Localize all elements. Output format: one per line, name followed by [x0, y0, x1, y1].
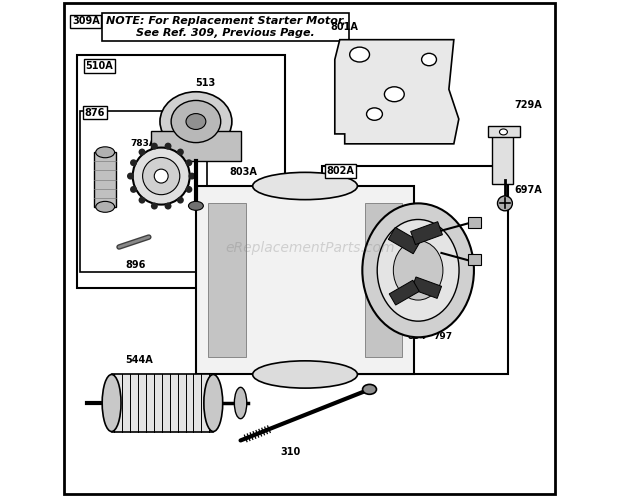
Ellipse shape — [500, 129, 507, 135]
Bar — [467, 217, 481, 228]
Bar — [412, 277, 441, 299]
Ellipse shape — [130, 186, 137, 193]
Ellipse shape — [185, 186, 192, 193]
Ellipse shape — [171, 100, 221, 143]
Bar — [388, 227, 420, 254]
Ellipse shape — [154, 169, 168, 183]
Ellipse shape — [363, 384, 376, 394]
Ellipse shape — [350, 47, 370, 62]
Ellipse shape — [185, 159, 192, 166]
Ellipse shape — [497, 196, 512, 211]
Text: 311A: 311A — [403, 308, 429, 316]
Ellipse shape — [362, 203, 474, 337]
Ellipse shape — [160, 92, 232, 151]
Text: 802A: 802A — [327, 166, 355, 176]
Text: 783A: 783A — [130, 139, 156, 148]
Ellipse shape — [151, 143, 158, 150]
Text: 801A: 801A — [331, 22, 359, 32]
Text: 803A: 803A — [229, 167, 257, 177]
Text: NOTE: For Replacement Starter Motor,
See Ref. 309, Previous Page.: NOTE: For Replacement Starter Motor, See… — [105, 16, 346, 38]
Text: 310: 310 — [280, 447, 300, 457]
Polygon shape — [335, 40, 459, 144]
Ellipse shape — [377, 219, 459, 321]
Text: eReplacementParts.com: eReplacementParts.com — [225, 241, 395, 255]
Bar — [77, 55, 285, 288]
Text: 729A: 729A — [515, 100, 542, 110]
Text: 309A: 309A — [72, 16, 100, 26]
Ellipse shape — [164, 143, 172, 150]
Ellipse shape — [186, 114, 206, 129]
Text: 896: 896 — [125, 260, 146, 270]
Text: 513: 513 — [196, 78, 216, 88]
Ellipse shape — [177, 196, 184, 203]
Ellipse shape — [384, 87, 404, 102]
Ellipse shape — [151, 202, 158, 209]
Ellipse shape — [204, 374, 223, 432]
Ellipse shape — [366, 108, 383, 120]
Text: 697A: 697A — [515, 186, 542, 195]
Text: 544A: 544A — [125, 355, 153, 365]
Ellipse shape — [253, 173, 357, 199]
Ellipse shape — [138, 149, 146, 156]
Text: 797: 797 — [433, 332, 452, 341]
Bar — [389, 280, 419, 305]
Ellipse shape — [422, 54, 436, 66]
Bar — [492, 131, 513, 184]
Bar — [467, 254, 481, 265]
Ellipse shape — [138, 196, 146, 203]
Ellipse shape — [95, 201, 115, 212]
Text: 797A: 797A — [373, 332, 400, 341]
Ellipse shape — [164, 202, 172, 209]
Bar — [410, 222, 443, 245]
Bar — [322, 166, 508, 374]
Ellipse shape — [188, 173, 195, 180]
Bar — [112, 374, 213, 432]
Bar — [487, 126, 520, 137]
Bar — [365, 203, 402, 357]
Text: 834: 834 — [408, 332, 427, 341]
Ellipse shape — [188, 201, 203, 210]
Bar — [208, 203, 246, 357]
Ellipse shape — [177, 149, 184, 156]
Bar — [151, 131, 241, 161]
Ellipse shape — [95, 147, 115, 158]
Ellipse shape — [253, 361, 357, 388]
Ellipse shape — [393, 241, 443, 300]
Ellipse shape — [143, 157, 180, 195]
Ellipse shape — [102, 374, 121, 432]
Bar — [196, 186, 414, 374]
Text: 510A: 510A — [86, 61, 113, 71]
Ellipse shape — [127, 173, 134, 180]
Ellipse shape — [133, 147, 190, 204]
Ellipse shape — [130, 159, 137, 166]
Bar — [81, 111, 207, 272]
Ellipse shape — [234, 387, 247, 419]
Bar — [94, 152, 116, 207]
Text: 876: 876 — [84, 108, 105, 118]
